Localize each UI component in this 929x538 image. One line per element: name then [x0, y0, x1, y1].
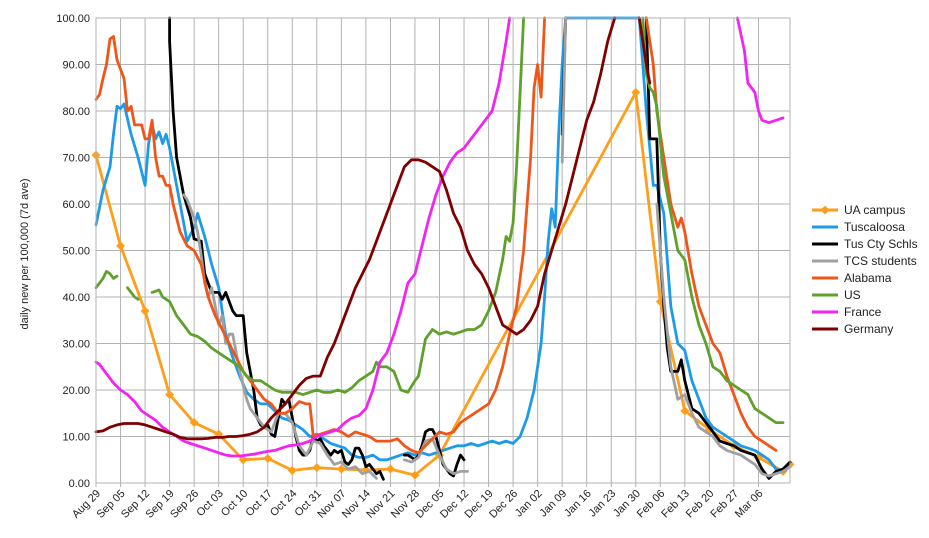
series-line [560, 16, 568, 164]
legend-marker [820, 205, 830, 215]
legend-label: Tus Cty Schls [844, 237, 918, 251]
y-axis-label: daily new per 100,000 (7d ave) [19, 178, 31, 329]
series-line [655, 202, 792, 478]
x-tick-label: Oct 24 [268, 488, 299, 519]
series-tuscaloosa [94, 16, 792, 473]
y-tick-label: 60.00 [62, 199, 90, 211]
y-tick-label: 20.00 [62, 385, 90, 397]
x-tick-label: Oct 10 [219, 488, 250, 519]
y-tick-label: 30.00 [62, 339, 90, 351]
legend-item: Germany [812, 322, 893, 336]
data-point [336, 464, 346, 474]
legend-label: Tuscaloosa [844, 220, 905, 234]
series-line [94, 16, 792, 473]
legend-item: Tuscaloosa [812, 220, 905, 234]
legend-item: Tus Cty Schls [812, 237, 918, 251]
legend-item: UA campus [812, 203, 905, 217]
data-point [238, 455, 248, 465]
legend: UA campus Tuscaloosa Tus Cty Schls TCS stud… [812, 203, 918, 336]
x-tick-label: Mar 06 [733, 488, 766, 521]
data-point [385, 464, 395, 474]
x-tick-label: Oct 17 [243, 488, 274, 519]
series-line [94, 16, 512, 458]
y-tick-label: 100.00 [56, 13, 90, 25]
series-line [644, 16, 792, 480]
y-tick-label: 70.00 [62, 153, 90, 165]
y-tick-label: 0.00 [69, 478, 90, 490]
series-france [94, 16, 785, 458]
series-alabama [94, 16, 778, 455]
series-lines [91, 16, 795, 481]
legend-item: US [812, 288, 861, 302]
legend-item: TCS students [812, 254, 917, 268]
data-point [312, 463, 322, 473]
series-line [94, 91, 792, 477]
y-tick-label: 10.00 [62, 432, 90, 444]
legend-label: UA campus [844, 203, 905, 217]
series-line [736, 16, 785, 124]
series-ua-campus [91, 87, 795, 480]
legend-item: France [812, 305, 882, 319]
series-line [150, 16, 525, 397]
series-line [402, 437, 469, 476]
series-line [94, 16, 546, 455]
series-line [94, 269, 119, 290]
y-tick-label: 40.00 [62, 292, 90, 304]
series-line [644, 16, 778, 452]
data-point [680, 406, 690, 416]
series-line [94, 16, 617, 441]
legend-label: Germany [844, 322, 893, 336]
y-axis-ticks: 0.00 10.00 20.00 30.00 40.00 50.00 60.00 70.00 8… [56, 13, 90, 490]
data-point [631, 87, 641, 97]
data-point [116, 241, 126, 251]
plot-frame [95, 17, 791, 484]
series-line [641, 16, 785, 425]
legend-label: Alabama [844, 271, 892, 285]
x-tick-label: Oct 03 [194, 488, 225, 519]
data-point [263, 453, 273, 463]
data-point [287, 465, 297, 475]
legend-label: US [844, 288, 861, 302]
data-point [189, 418, 199, 428]
data-point [140, 306, 150, 316]
series-germany [94, 16, 652, 441]
series-line [637, 16, 652, 85]
legend-label: TCS students [844, 254, 917, 268]
y-tick-label: 90.00 [62, 60, 90, 72]
series-us [94, 16, 785, 425]
y-tick-label: 80.00 [62, 106, 90, 118]
y-tick-label: 50.00 [62, 246, 90, 258]
series-line [126, 286, 140, 301]
data-point [410, 470, 420, 480]
legend-item: Alabama [812, 271, 892, 285]
data-point [165, 390, 175, 400]
legend-label: France [844, 305, 882, 319]
